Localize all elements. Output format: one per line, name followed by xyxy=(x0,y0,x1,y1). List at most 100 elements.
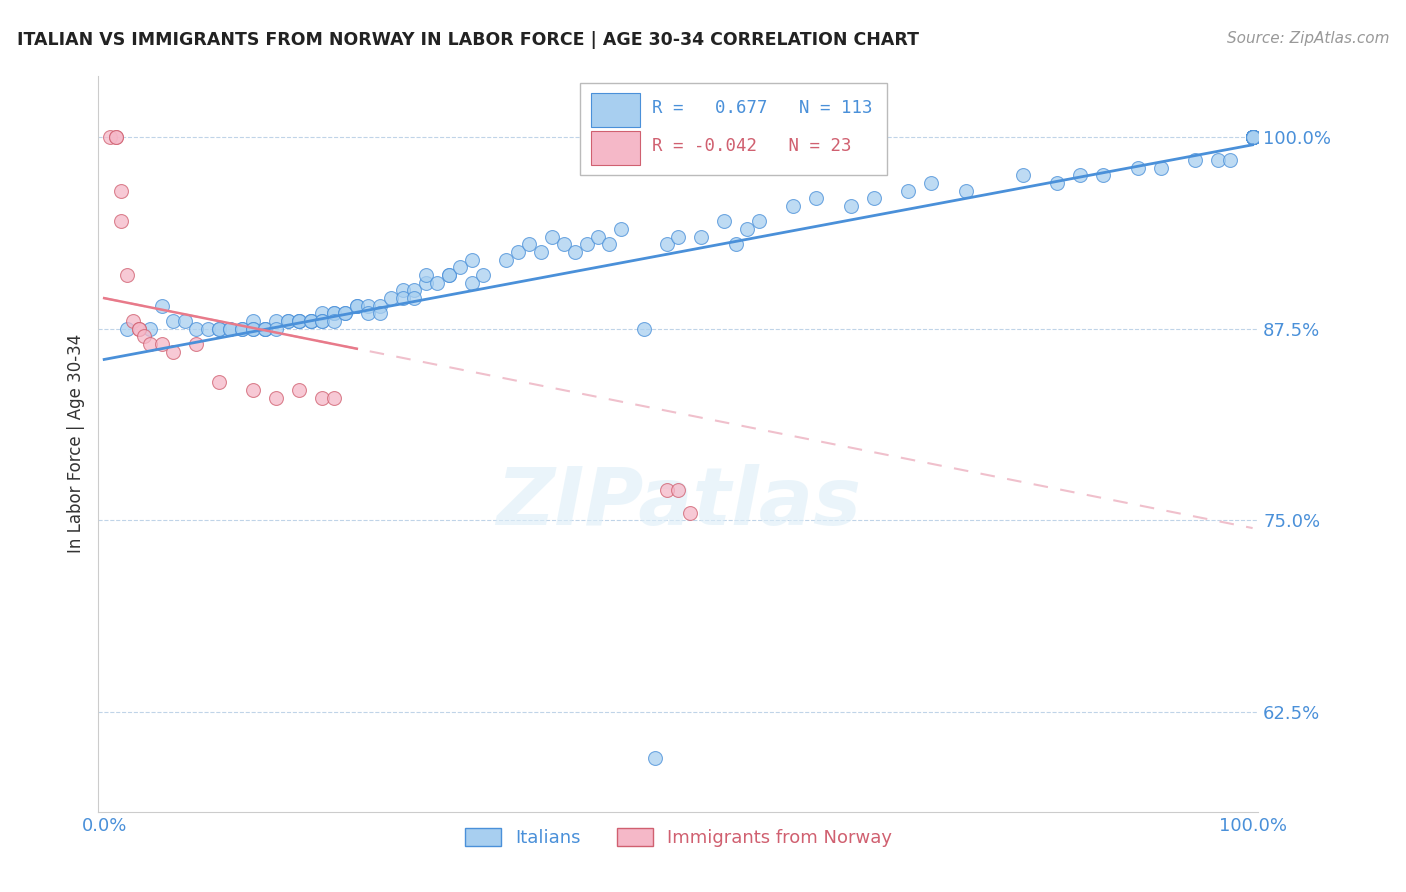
Point xyxy=(115,322,138,336)
Point xyxy=(1219,153,1241,168)
Point xyxy=(449,260,471,275)
Point xyxy=(139,322,162,336)
Point xyxy=(655,237,678,252)
Point xyxy=(668,229,690,244)
Point xyxy=(231,322,253,336)
Point xyxy=(724,237,747,252)
Point xyxy=(1241,130,1264,145)
Point xyxy=(1241,130,1264,145)
Point xyxy=(644,751,666,765)
Point xyxy=(1046,176,1069,190)
Point xyxy=(1069,169,1091,183)
Point xyxy=(311,314,333,328)
Point xyxy=(110,184,132,198)
Point xyxy=(1241,130,1264,145)
Point xyxy=(1241,130,1264,145)
Point xyxy=(633,322,655,336)
Point xyxy=(197,322,219,336)
Point xyxy=(150,337,173,351)
Point xyxy=(162,314,184,328)
Point xyxy=(862,192,884,206)
FancyBboxPatch shape xyxy=(592,93,640,127)
Point xyxy=(162,344,184,359)
Text: Source: ZipAtlas.com: Source: ZipAtlas.com xyxy=(1226,31,1389,46)
Point xyxy=(1206,153,1229,168)
Point xyxy=(357,299,380,313)
Point xyxy=(277,314,299,328)
Point xyxy=(1126,161,1149,175)
Point xyxy=(184,337,207,351)
Point xyxy=(806,192,828,206)
Point xyxy=(208,322,231,336)
Point xyxy=(266,391,288,405)
Point xyxy=(564,245,586,260)
Point xyxy=(437,268,460,282)
Point xyxy=(357,306,380,320)
Point xyxy=(219,322,242,336)
Point xyxy=(679,506,702,520)
Point xyxy=(1241,130,1264,145)
Point xyxy=(472,268,495,282)
Point xyxy=(242,322,264,336)
Point xyxy=(955,184,977,198)
Point xyxy=(1241,130,1264,145)
Point xyxy=(1241,130,1264,145)
Point xyxy=(115,268,138,282)
Legend: Italians, Immigrants from Norway: Italians, Immigrants from Norway xyxy=(457,821,900,855)
Point xyxy=(553,237,575,252)
Point xyxy=(839,199,862,213)
Point xyxy=(517,237,540,252)
Point xyxy=(128,322,150,336)
Point xyxy=(208,376,231,390)
Point xyxy=(598,237,620,252)
Point xyxy=(782,199,804,213)
Point xyxy=(737,222,759,236)
Point xyxy=(1241,130,1264,145)
Point xyxy=(460,276,482,290)
Point xyxy=(495,252,517,267)
Point xyxy=(288,314,311,328)
Point xyxy=(713,214,735,228)
Point xyxy=(897,184,920,198)
Point xyxy=(98,130,121,145)
Point xyxy=(1241,130,1264,145)
Point xyxy=(242,383,264,397)
Point xyxy=(391,284,413,298)
Point xyxy=(415,268,437,282)
Point xyxy=(1012,169,1035,183)
Point xyxy=(253,322,276,336)
Point xyxy=(231,322,253,336)
Point xyxy=(104,130,127,145)
Point xyxy=(150,299,173,313)
Point xyxy=(690,229,713,244)
Point xyxy=(1092,169,1115,183)
Text: ZIPatlas: ZIPatlas xyxy=(496,464,860,541)
Point xyxy=(346,299,368,313)
Point xyxy=(311,314,333,328)
Point xyxy=(335,306,357,320)
Text: ITALIAN VS IMMIGRANTS FROM NORWAY IN LABOR FORCE | AGE 30-34 CORRELATION CHART: ITALIAN VS IMMIGRANTS FROM NORWAY IN LAB… xyxy=(17,31,920,49)
Point xyxy=(311,391,333,405)
Point xyxy=(266,322,288,336)
Text: R =   0.677   N = 113: R = 0.677 N = 113 xyxy=(652,99,872,117)
Point xyxy=(380,291,402,305)
Point xyxy=(299,314,322,328)
Point xyxy=(391,291,413,305)
Point xyxy=(586,229,609,244)
Point xyxy=(1150,161,1173,175)
Point xyxy=(219,322,242,336)
Point xyxy=(1241,130,1264,145)
Point xyxy=(1241,130,1264,145)
Point xyxy=(104,130,127,145)
Point xyxy=(208,322,231,336)
Point xyxy=(1241,130,1264,145)
Point xyxy=(134,329,156,343)
Point xyxy=(437,268,460,282)
Point xyxy=(266,314,288,328)
Point xyxy=(322,391,344,405)
Point xyxy=(1241,130,1264,145)
Y-axis label: In Labor Force | Age 30-34: In Labor Force | Age 30-34 xyxy=(66,334,84,553)
Point xyxy=(139,337,162,351)
FancyBboxPatch shape xyxy=(592,131,640,165)
Point xyxy=(253,322,276,336)
